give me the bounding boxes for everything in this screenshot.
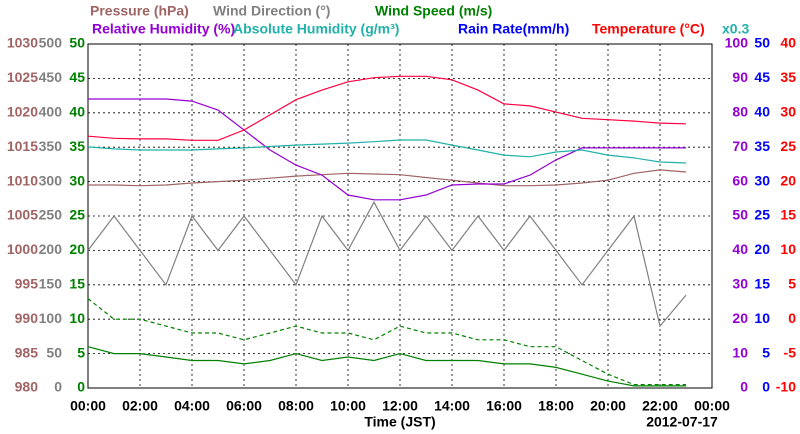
y-tick-label: 995	[15, 276, 39, 292]
series-line	[87, 298, 686, 386]
x-tick-label: 14:00	[434, 398, 470, 414]
y-tick-label: 0	[54, 379, 62, 395]
y-tick-label: 80	[732, 104, 748, 120]
y-tick-label: 40	[780, 35, 796, 51]
axis-title: Relative Humidity (%)	[92, 21, 235, 37]
y-tick-label: 0	[788, 310, 796, 326]
x-tick-label: 10:00	[330, 398, 366, 414]
series-line	[88, 169, 687, 187]
axis-title: Rain Rate(mm/h)	[458, 21, 569, 37]
y-tick-label: 35	[754, 138, 770, 154]
y-tick-label: 25	[69, 207, 85, 223]
y-tick-label: 200	[39, 241, 63, 257]
y-tick-label: 0	[77, 379, 85, 395]
y-tick-label: 400	[39, 104, 63, 120]
x-tick-label: 02:00	[122, 398, 158, 414]
y-tick-label: 1015	[7, 138, 38, 154]
axis-title: Wind Speed (m/s)	[375, 3, 492, 19]
y-tick-label: 20	[732, 310, 748, 326]
y-tick-label: 30	[69, 172, 85, 188]
annotation: x0.3	[722, 21, 749, 37]
y-tick-label: 1030	[7, 35, 38, 51]
y-tick-label: 40	[732, 241, 748, 257]
series-line	[87, 346, 686, 387]
y-tick-label: 150	[39, 276, 63, 292]
y-tick-label: 30	[732, 276, 748, 292]
y-tick-label: 1020	[7, 104, 38, 120]
y-tick-label: 50	[732, 207, 748, 223]
y-tick-label: 25	[754, 207, 770, 223]
y-tick-label: 980	[15, 379, 39, 395]
y-tick-label: 990	[15, 310, 39, 326]
y-tick-label: 45	[754, 69, 770, 85]
y-tick-label: 25	[780, 138, 796, 154]
axis-title: Temperature (°C)	[592, 21, 705, 37]
y-tick-label: 35	[69, 138, 85, 154]
y-tick-label: 450	[39, 69, 63, 85]
x-tick-label: 00:00	[694, 398, 730, 414]
x-tick-label: 22:00	[642, 398, 678, 414]
y-tick-label: 10	[780, 241, 796, 257]
x-axis-label: Time (JST)	[364, 414, 435, 430]
y-tick-label: 20	[780, 172, 796, 188]
y-tick-label: 300	[39, 172, 63, 188]
y-tick-label: 70	[732, 138, 748, 154]
y-tick-label: 60	[732, 172, 748, 188]
y-tick-label: 50	[46, 344, 62, 360]
y-tick-label: 40	[69, 104, 85, 120]
y-tick-label: 5	[77, 344, 85, 360]
y-tick-label: 100	[725, 35, 749, 51]
y-tick-label: 10	[754, 310, 770, 326]
y-tick-label: 250	[39, 207, 63, 223]
x-tick-label: 06:00	[226, 398, 262, 414]
x-tick-label: 00:00	[70, 398, 106, 414]
y-tick-label: 45	[69, 69, 85, 85]
y-tick-label: 40	[754, 104, 770, 120]
y-tick-label: 20	[754, 241, 770, 257]
series-line	[87, 139, 687, 164]
series-line	[87, 75, 687, 141]
y-tick-label: 90	[732, 69, 748, 85]
axis-title: Pressure (hPa)	[90, 3, 189, 19]
y-tick-label: 500	[39, 35, 63, 51]
y-tick-label: 350	[39, 138, 63, 154]
y-tick-label: 5	[762, 344, 770, 360]
y-tick-label: 1025	[7, 69, 38, 85]
y-tick-label: 10	[732, 344, 748, 360]
y-tick-label: 30	[780, 104, 796, 120]
y-tick-label: 15	[754, 276, 770, 292]
x-tick-label: 08:00	[278, 398, 314, 414]
y-tick-label: 15	[780, 207, 796, 223]
y-tick-label: 1005	[7, 207, 38, 223]
x-tick-label: 18:00	[538, 398, 574, 414]
series-line	[88, 98, 686, 201]
y-tick-label: 985	[15, 344, 39, 360]
y-tick-label: 0	[740, 379, 748, 395]
y-tick-label: -10	[776, 379, 796, 395]
series-line	[87, 200, 687, 328]
x-tick-label: 04:00	[174, 398, 210, 414]
y-tick-label: 1000	[7, 241, 38, 257]
y-tick-label: 30	[754, 172, 770, 188]
y-tick-label: 20	[69, 241, 85, 257]
y-tick-label: 50	[69, 35, 85, 51]
annotation: Absolute Humidity (g/m³)	[233, 21, 399, 37]
y-tick-label: 35	[780, 69, 796, 85]
y-tick-label: 100	[39, 310, 63, 326]
y-tick-label: -5	[784, 344, 797, 360]
x-tick-label: 16:00	[486, 398, 522, 414]
date-label: 2012-07-17	[646, 414, 718, 430]
y-tick-label: 1010	[7, 172, 38, 188]
y-tick-label: 0	[762, 379, 770, 395]
x-tick-label: 12:00	[382, 398, 418, 414]
y-tick-label: 10	[69, 310, 85, 326]
axis-title: Wind Direction (°)	[213, 3, 330, 19]
y-tick-label: 5	[788, 276, 796, 292]
y-tick-label: 50	[754, 35, 770, 51]
x-tick-label: 20:00	[590, 398, 626, 414]
y-tick-label: 15	[69, 276, 85, 292]
